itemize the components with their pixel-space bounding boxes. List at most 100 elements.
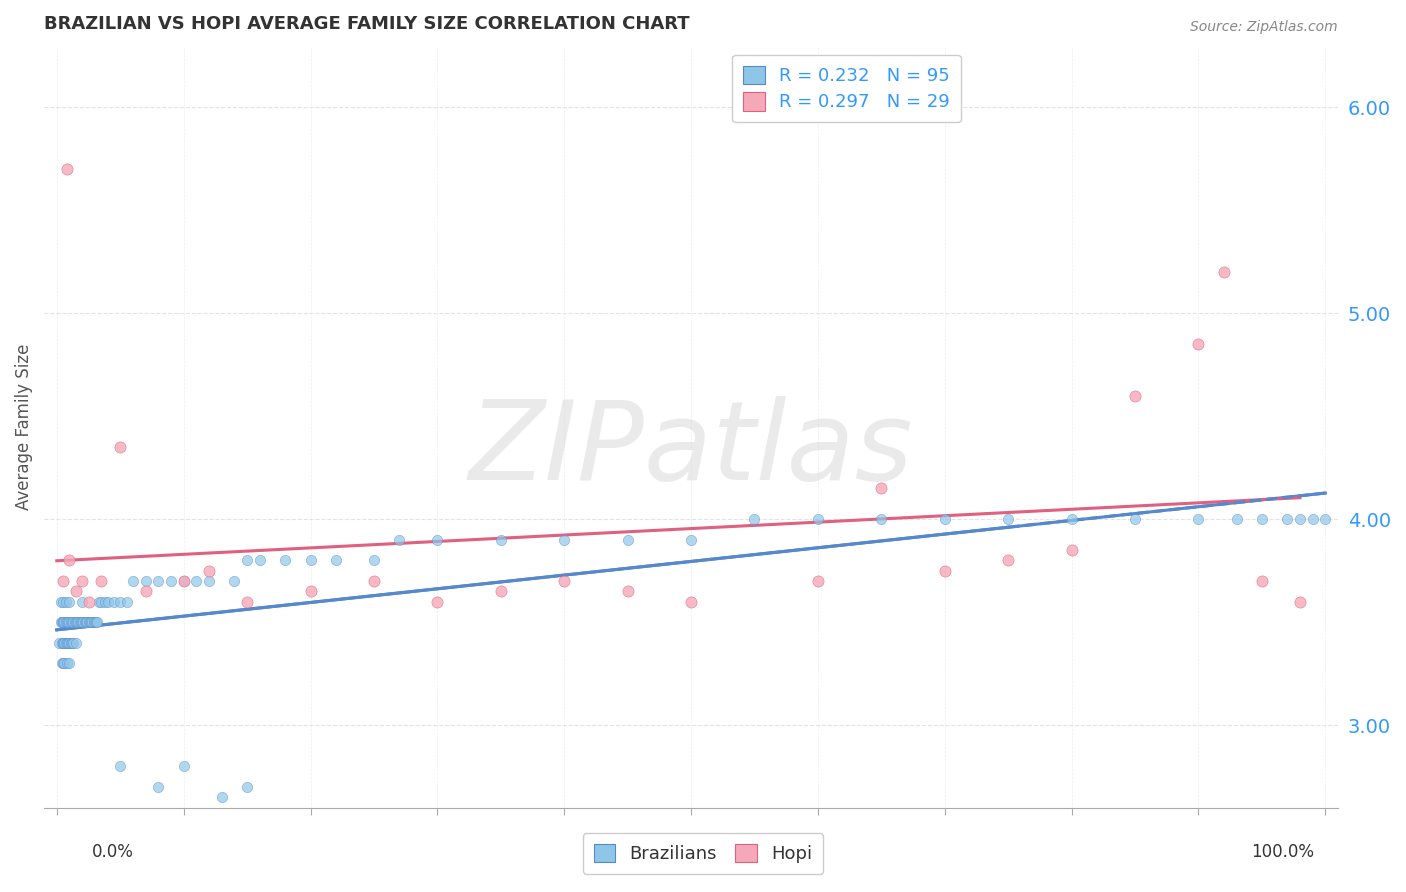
Text: ZIPatlas: ZIPatlas bbox=[468, 396, 914, 503]
Point bbox=[55, 615, 77, 630]
Point bbox=[76, 615, 98, 630]
Point bbox=[52, 574, 75, 588]
Point bbox=[51, 636, 73, 650]
Point bbox=[249, 553, 271, 567]
Point bbox=[73, 615, 96, 630]
Point bbox=[616, 584, 638, 599]
Point bbox=[186, 574, 208, 588]
Point bbox=[55, 595, 77, 609]
Text: Source: ZipAtlas.com: Source: ZipAtlas.com bbox=[1191, 21, 1339, 34]
Point bbox=[236, 595, 259, 609]
Point bbox=[807, 574, 830, 588]
Point bbox=[60, 636, 83, 650]
Point bbox=[52, 636, 75, 650]
Point bbox=[70, 615, 93, 630]
Point bbox=[211, 790, 233, 805]
Y-axis label: Average Family Size: Average Family Size bbox=[15, 343, 32, 510]
Point bbox=[58, 553, 80, 567]
Point bbox=[66, 615, 89, 630]
Point bbox=[236, 780, 259, 794]
Point bbox=[148, 574, 170, 588]
Point bbox=[1315, 512, 1337, 526]
Point bbox=[744, 512, 766, 526]
Point bbox=[110, 440, 132, 454]
Point bbox=[58, 615, 80, 630]
Point bbox=[80, 615, 103, 630]
Point bbox=[122, 574, 145, 588]
Point bbox=[553, 574, 575, 588]
Point bbox=[110, 759, 132, 773]
Point bbox=[870, 512, 893, 526]
Legend: Brazilians, Hopi: Brazilians, Hopi bbox=[582, 833, 824, 874]
Point bbox=[87, 595, 110, 609]
Point bbox=[363, 553, 385, 567]
Point bbox=[90, 595, 112, 609]
Point bbox=[681, 595, 703, 609]
Point bbox=[198, 564, 221, 578]
Point bbox=[103, 595, 125, 609]
Point bbox=[65, 584, 87, 599]
Point bbox=[299, 553, 322, 567]
Point bbox=[870, 482, 893, 496]
Point bbox=[84, 615, 107, 630]
Point bbox=[1251, 512, 1274, 526]
Point bbox=[70, 595, 93, 609]
Point bbox=[1060, 512, 1083, 526]
Point bbox=[53, 657, 76, 671]
Point bbox=[70, 615, 93, 630]
Point bbox=[67, 615, 90, 630]
Point bbox=[58, 636, 80, 650]
Point bbox=[426, 595, 449, 609]
Point bbox=[53, 636, 76, 650]
Point bbox=[49, 595, 72, 609]
Point bbox=[63, 615, 86, 630]
Point bbox=[236, 553, 259, 567]
Point bbox=[58, 657, 80, 671]
Point bbox=[1225, 512, 1247, 526]
Point bbox=[135, 584, 157, 599]
Point bbox=[1302, 512, 1324, 526]
Point bbox=[489, 533, 512, 547]
Point bbox=[1289, 595, 1312, 609]
Point bbox=[1212, 265, 1234, 279]
Point bbox=[388, 533, 411, 547]
Point bbox=[160, 574, 183, 588]
Point bbox=[60, 615, 83, 630]
Point bbox=[56, 657, 79, 671]
Point bbox=[52, 615, 75, 630]
Point bbox=[86, 615, 108, 630]
Point bbox=[56, 615, 79, 630]
Point bbox=[58, 595, 80, 609]
Point bbox=[52, 657, 75, 671]
Point bbox=[173, 574, 195, 588]
Point bbox=[198, 574, 221, 588]
Point bbox=[173, 759, 195, 773]
Point bbox=[82, 615, 104, 630]
Point bbox=[1123, 389, 1146, 403]
Point bbox=[56, 636, 79, 650]
Point bbox=[72, 615, 94, 630]
Point bbox=[934, 512, 956, 526]
Point bbox=[148, 780, 170, 794]
Point bbox=[110, 595, 132, 609]
Point bbox=[173, 574, 195, 588]
Point bbox=[1123, 512, 1146, 526]
Point bbox=[83, 615, 105, 630]
Point bbox=[135, 574, 157, 588]
Point bbox=[274, 553, 297, 567]
Point bbox=[69, 615, 91, 630]
Point bbox=[489, 584, 512, 599]
Point bbox=[94, 595, 117, 609]
Point bbox=[56, 162, 79, 177]
Point bbox=[616, 533, 638, 547]
Point bbox=[77, 595, 100, 609]
Point bbox=[53, 615, 76, 630]
Point bbox=[1251, 574, 1274, 588]
Point bbox=[52, 615, 75, 630]
Point bbox=[363, 574, 385, 588]
Point bbox=[79, 615, 101, 630]
Point bbox=[115, 595, 138, 609]
Point bbox=[90, 574, 112, 588]
Point bbox=[62, 615, 84, 630]
Point bbox=[48, 636, 70, 650]
